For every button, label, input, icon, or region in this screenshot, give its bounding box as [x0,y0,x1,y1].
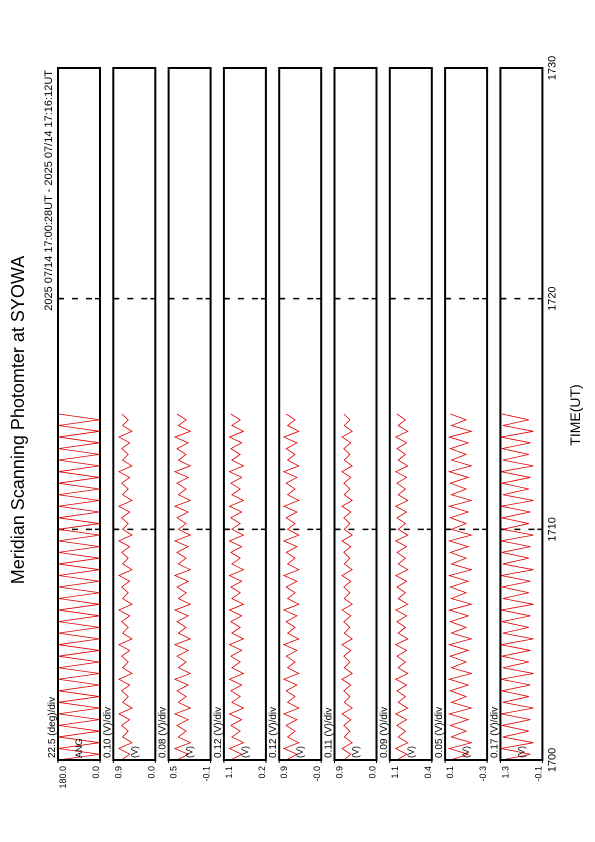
scale-label: 0.08 (V)/div [158,707,169,758]
data-line [394,413,409,761]
scale-label: 0.11 (V)/div [324,708,335,758]
chart-title: Meridian Scanning Photomter at SYOWA [8,256,28,584]
scale-label: 0.12 (V)/div [268,707,279,758]
panel-frame [167,67,212,761]
panel-frame [112,67,157,761]
panel-name: (V) [129,746,139,758]
y-tick-label: 180.0 [58,766,68,789]
panel-frame [388,67,433,761]
y-tick-label: 0.0 [146,766,156,779]
data-line [341,413,353,761]
panel-name: (V) [461,746,471,758]
y-tick-label: 0.1 [445,766,455,779]
x-tick-label: 1700 [546,748,558,772]
y-tick-label: 0.9 [335,766,345,779]
x-tick-label: 1710 [546,517,558,541]
scale-label: 22.5 (deg)/div [47,697,58,758]
y-tick-label: 0.9 [279,766,289,779]
panel-frame [57,67,101,761]
y-tick-label: 0.4 [423,766,433,779]
y-tick-label: -0.1 [202,766,212,782]
panel-name: (V) [295,746,305,758]
y-tick-label: -0.3 [478,766,488,782]
x-tick-label: 1720 [546,286,558,310]
data-line [173,413,192,761]
data-line [500,413,534,761]
y-tick-label: 0.2 [257,766,267,779]
panel-name: (V) [351,746,361,758]
panel-name: (V) [406,746,416,758]
data-line [228,413,245,761]
y-tick-label: 0.5 [169,766,179,779]
data-line [282,413,300,761]
y-tick-label: 1.1 [224,766,234,779]
panel-frame [444,67,489,761]
y-tick-label: 0.0 [91,766,101,779]
panel-frame [333,67,378,761]
panel-name: (V) [516,746,526,758]
panel-frame [222,67,267,761]
panel-name: (V) [240,746,250,758]
y-tick-label: 1.1 [390,766,400,779]
rotated-plot: Meridian Scanning Photomter at SYOWA 202… [8,56,583,789]
data-line [447,413,473,761]
panel-frame [499,67,544,761]
scale-label: 0.10 (V)/div [102,707,113,758]
data-line [117,413,133,761]
x-tick-label: 1730 [546,56,558,80]
y-tick-label: 1.3 [500,766,510,779]
scale-label: 0.09 (V)/div [379,707,390,758]
y-tick-label: -0.1 [533,766,543,782]
y-tick-label: 0.9 [113,766,123,779]
panel-name: ANG [74,738,84,758]
x-axis-label: TIME(UT) [567,384,583,445]
scale-label: 0.12 (V)/div [213,707,224,758]
panel-frame [278,67,323,761]
scale-label: 0.17 (V)/div [489,707,500,758]
panel-name: (V) [185,746,195,758]
y-tick-label: 0.0 [368,766,378,779]
data-line [58,413,100,761]
chart-subtitle: 2025 07/14 17:00:28UT - 2025 07/14 17:16… [43,70,55,311]
y-tick-label: -0.0 [312,766,322,782]
scale-label: 0.05 (V)/div [434,707,445,758]
